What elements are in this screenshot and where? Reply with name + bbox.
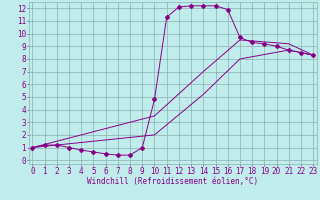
X-axis label: Windchill (Refroidissement éolien,°C): Windchill (Refroidissement éolien,°C) — [87, 177, 258, 186]
